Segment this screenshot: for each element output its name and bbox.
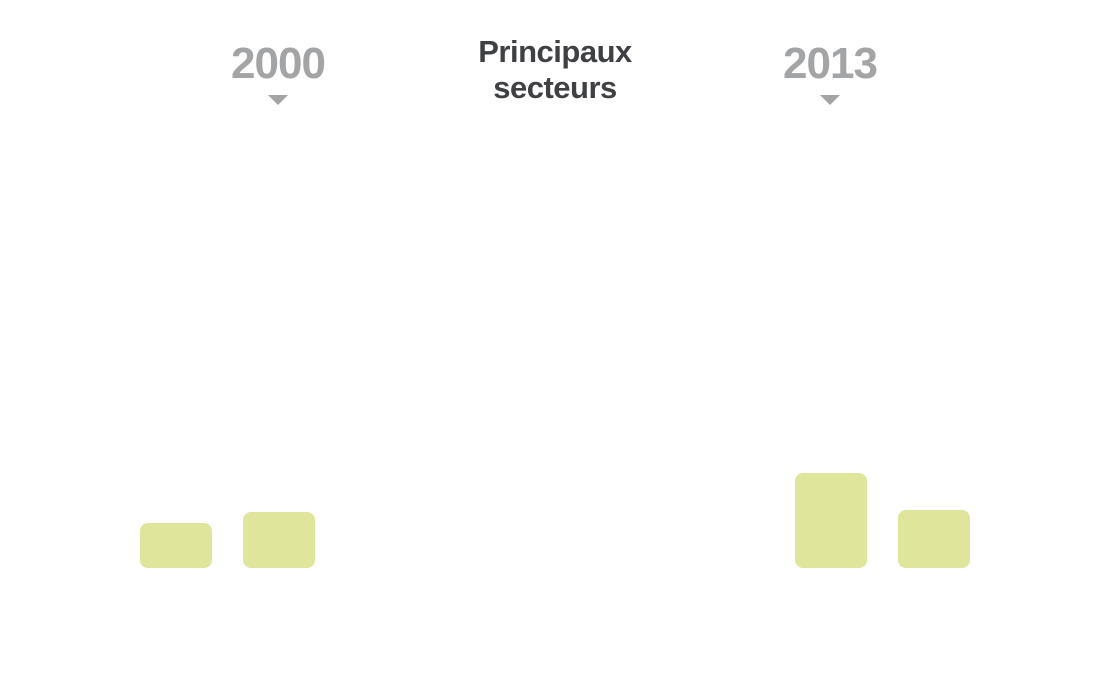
- year-label-2013: 2013: [730, 38, 930, 90]
- bar-2000-series-1: [140, 523, 212, 568]
- chart-title-line2: secteurs: [405, 70, 705, 106]
- caret-down-icon: [268, 95, 288, 105]
- bar-2013-series-2: [898, 510, 970, 568]
- chart-title-line1: Principaux: [405, 34, 705, 70]
- chart-title: Principaux secteurs: [405, 34, 705, 106]
- year-label-2000: 2000: [178, 38, 378, 90]
- bar-2013-series-1: [795, 473, 867, 568]
- bar-2000-series-2: [243, 512, 315, 568]
- caret-down-icon: [820, 95, 840, 105]
